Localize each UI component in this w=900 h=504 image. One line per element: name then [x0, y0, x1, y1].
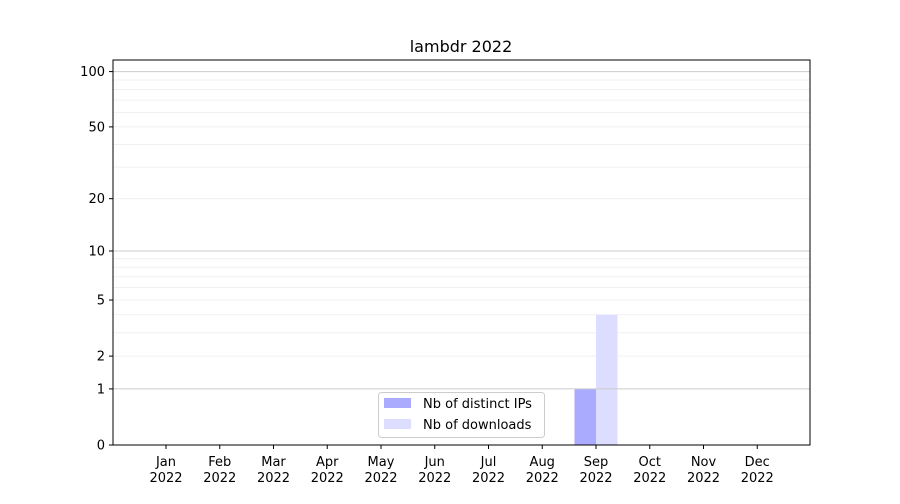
bar-nb-of-distinct-ips: [574, 388, 596, 445]
y-tick-label: 50: [88, 120, 105, 135]
y-tick-label: 5: [97, 294, 105, 309]
x-tick-label: Jan 2022: [149, 455, 182, 486]
legend-label: Nb of downloads: [423, 418, 532, 433]
y-tick-label: 100: [80, 65, 105, 80]
legend: Nb of distinct IPs Nb of downloads: [378, 392, 545, 438]
legend-swatch: [384, 398, 411, 408]
x-tick-label: Dec 2022: [741, 455, 774, 486]
x-tick-label: Oct 2022: [633, 455, 666, 486]
plot-frame: [112, 59, 811, 446]
legend-box: [378, 392, 545, 438]
legend-swatch: [384, 419, 411, 429]
bar-nb-of-downloads: [596, 314, 618, 445]
x-tick-label: Apr 2022: [311, 455, 344, 486]
y-axis: 0 1 2 5 10 20 50 100: [80, 65, 113, 454]
x-tick-label: Sep 2022: [579, 455, 612, 486]
x-axis: Jan 2022 Feb 2022 Mar 2022 Apr 2022 May 2022 Jun 20…: [149, 445, 774, 486]
y-tick-label: 10: [88, 244, 105, 259]
grid: [113, 79, 810, 357]
chart-title: lambdr 2022: [410, 37, 513, 56]
x-tick-label: May 2022: [364, 455, 397, 486]
grid-major: [113, 71, 810, 390]
x-tick-label: Aug 2022: [526, 455, 559, 486]
x-tick-label: Feb 2022: [203, 455, 236, 486]
x-tick-label: Jun 2022: [418, 455, 451, 486]
x-tick-label: Mar 2022: [257, 455, 290, 486]
y-tick-label: 20: [88, 192, 105, 207]
bars: [574, 314, 618, 445]
y-tick-label: 0: [97, 439, 105, 454]
x-tick-label: Jul 2022: [472, 455, 505, 486]
x-tick-label: Nov 2022: [687, 455, 720, 486]
y-tick-label: 1: [97, 382, 105, 397]
legend-label: Nb of distinct IPs: [423, 397, 532, 412]
y-tick-label: 2: [97, 350, 105, 365]
